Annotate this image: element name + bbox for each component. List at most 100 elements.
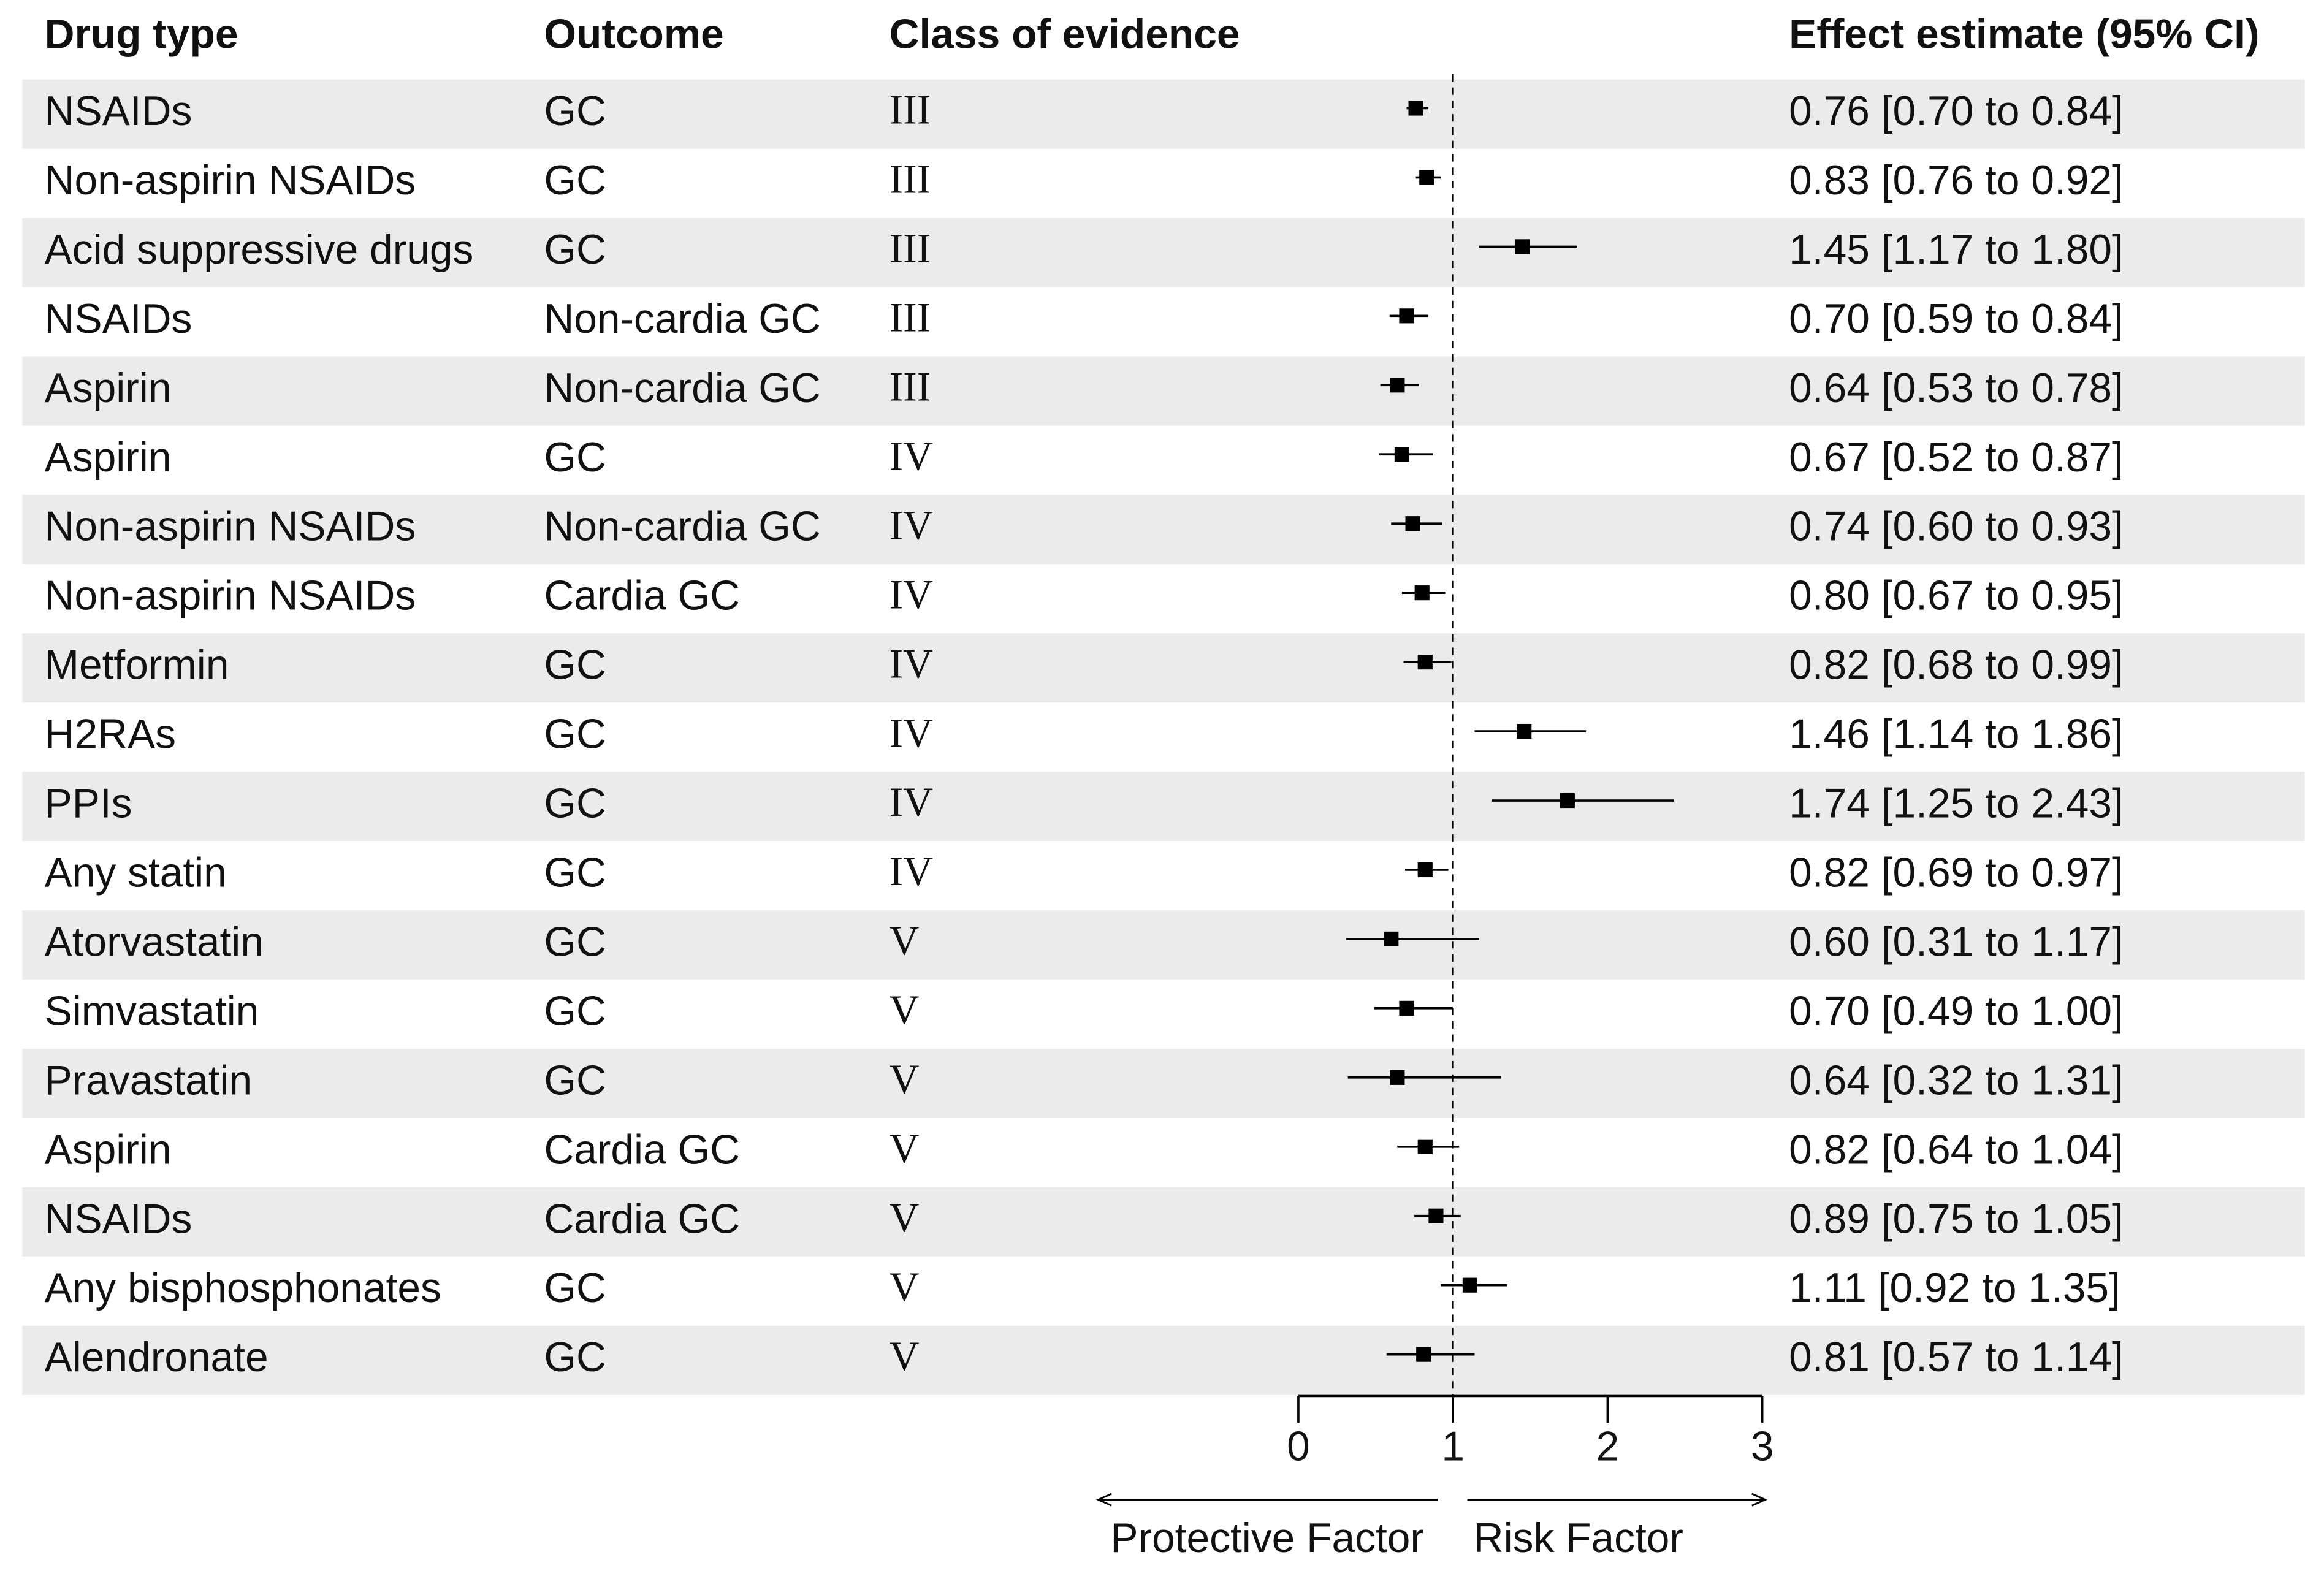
evidence-class: IV — [890, 779, 934, 825]
x-tick-label: 2 — [1596, 1423, 1620, 1469]
outcome: GC — [544, 158, 606, 204]
drug-type: Metformin — [45, 642, 229, 688]
row-band — [22, 356, 2305, 426]
estimate-marker — [1515, 239, 1530, 254]
evidence-class: V — [890, 1333, 920, 1379]
effect-label: 1.11 [0.92 to 1.35] — [1789, 1265, 2120, 1311]
effect-label: 0.76 [0.70 to 0.84] — [1789, 88, 2124, 134]
outcome: GC — [544, 712, 606, 758]
estimate-marker — [1419, 170, 1434, 185]
effect-label: 0.74 [0.60 to 0.93] — [1789, 504, 2124, 550]
row-band — [22, 218, 2305, 287]
drug-type: Simvastatin — [45, 988, 259, 1034]
evidence-class: V — [890, 987, 920, 1033]
row-band — [22, 79, 2305, 149]
evidence-class: IV — [890, 433, 934, 479]
outcome: GC — [544, 642, 606, 688]
row-band — [22, 633, 2305, 703]
evidence-class: IV — [890, 641, 934, 687]
annotation: Protective Factor — [1110, 1515, 1424, 1561]
drug-type: Pravastatin — [45, 1057, 253, 1103]
estimate-marker — [1384, 931, 1399, 947]
evidence-class: V — [890, 1264, 920, 1310]
outcome: Non-cardia GC — [544, 296, 820, 342]
estimate-marker — [1399, 1000, 1414, 1016]
outcome: GC — [544, 919, 606, 965]
evidence-class: V — [890, 918, 920, 964]
evidence-class: III — [890, 226, 931, 272]
row-band — [22, 1187, 2305, 1257]
drug-type: Non-aspirin NSAIDs — [45, 504, 416, 550]
outcome: Cardia GC — [544, 1196, 740, 1242]
outcome: Non-cardia GC — [544, 365, 820, 411]
column-header: Class of evidence — [890, 11, 1240, 57]
drug-type: PPIs — [45, 781, 132, 827]
column-header: Drug type — [45, 11, 238, 57]
row-band — [22, 495, 2305, 565]
effect-label: 0.80 [0.67 to 0.95] — [1789, 573, 2124, 619]
effect-label: 0.70 [0.59 to 0.84] — [1789, 296, 2124, 342]
estimate-marker — [1417, 862, 1433, 878]
outcome: GC — [544, 988, 606, 1034]
effect-label: 0.60 [0.31 to 1.17] — [1789, 919, 2124, 965]
evidence-class: IV — [890, 848, 934, 894]
drug-type: NSAIDs — [45, 88, 192, 134]
evidence-class: V — [890, 1125, 920, 1171]
estimate-marker — [1417, 655, 1433, 670]
estimate-marker — [1394, 447, 1410, 462]
estimate-marker — [1399, 308, 1414, 324]
drug-type: Any bisphosphonates — [45, 1265, 441, 1311]
estimate-marker — [1414, 585, 1430, 601]
evidence-class: III — [890, 156, 931, 202]
outcome: GC — [544, 227, 606, 273]
x-tick-label: 1 — [1441, 1423, 1465, 1469]
effect-label: 1.46 [1.14 to 1.86] — [1789, 712, 2124, 758]
drug-type: H2RAs — [45, 712, 176, 758]
evidence-class: III — [890, 295, 931, 341]
outcome: Non-cardia GC — [544, 504, 820, 550]
evidence-class: V — [890, 1056, 920, 1102]
drug-type: Aspirin — [45, 435, 172, 481]
outcome: Cardia GC — [544, 573, 740, 619]
estimate-marker — [1462, 1277, 1477, 1293]
estimate-marker — [1560, 793, 1575, 809]
evidence-class: IV — [890, 710, 934, 756]
outcome: GC — [544, 1057, 606, 1103]
effect-label: 0.89 [0.75 to 1.05] — [1789, 1196, 2124, 1242]
row-band — [22, 910, 2305, 980]
drug-type: Any statin — [45, 850, 227, 896]
column-header: Outcome — [544, 11, 723, 57]
x-tick-label: 0 — [1287, 1423, 1310, 1469]
arrow-head — [1095, 1493, 1112, 1507]
outcome: GC — [544, 781, 606, 827]
outcome: GC — [544, 1334, 606, 1380]
evidence-class: IV — [890, 571, 934, 617]
annotation: Risk Factor — [1474, 1515, 1683, 1561]
effect-label: 0.70 [0.49 to 1.00] — [1789, 988, 2124, 1034]
estimate-marker — [1390, 378, 1405, 393]
drug-type: NSAIDs — [45, 1196, 192, 1242]
estimate-marker — [1517, 723, 1532, 739]
evidence-class: III — [890, 87, 931, 133]
estimate-marker — [1390, 1070, 1405, 1085]
outcome: GC — [544, 88, 606, 134]
evidence-class: IV — [890, 502, 934, 548]
estimate-marker — [1417, 1139, 1433, 1154]
outcome: GC — [544, 850, 606, 896]
effect-label: 0.82 [0.64 to 1.04] — [1789, 1127, 2124, 1173]
effect-label: 0.64 [0.32 to 1.31] — [1789, 1057, 2124, 1103]
estimate-marker — [1408, 101, 1423, 116]
effect-label: 0.64 [0.53 to 0.78] — [1789, 365, 2124, 411]
estimate-marker — [1428, 1208, 1444, 1223]
effect-label: 1.45 [1.17 to 1.80] — [1789, 227, 2124, 273]
row-band — [22, 1325, 2305, 1395]
estimate-marker — [1405, 516, 1420, 531]
drug-type: Aspirin — [45, 1127, 172, 1173]
evidence-class: III — [890, 363, 931, 409]
drug-type: Non-aspirin NSAIDs — [45, 158, 416, 204]
row-band — [22, 772, 2305, 842]
drug-type: Acid suppressive drugs — [45, 227, 474, 273]
outcome: GC — [544, 1265, 606, 1311]
